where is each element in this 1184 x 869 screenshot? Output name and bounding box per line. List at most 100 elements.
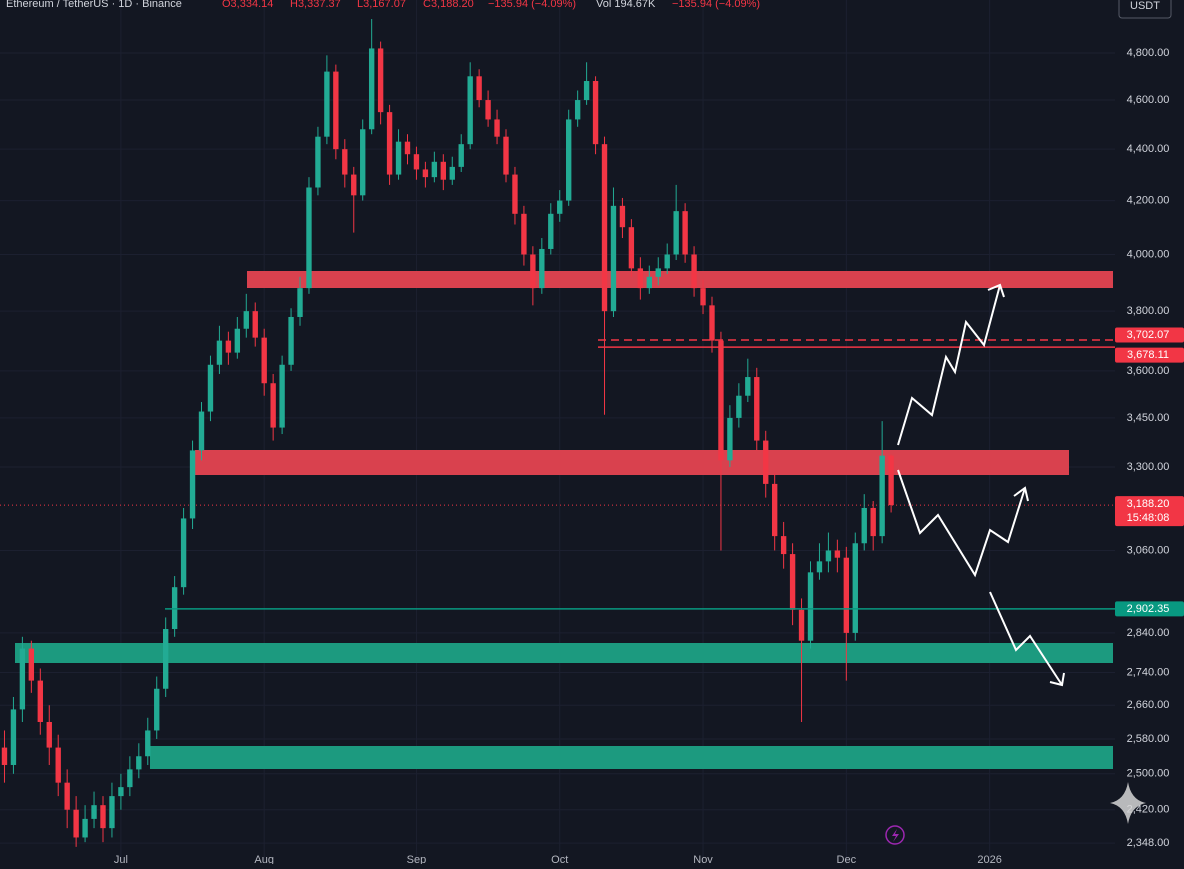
arrow-head [1049, 672, 1065, 687]
candle-body [870, 507, 876, 537]
candle-body [718, 340, 724, 461]
y-tick-label: 3,800.00 [1127, 305, 1170, 317]
candle-body [843, 557, 850, 633]
candle-body [879, 455, 885, 537]
event-icon[interactable] [885, 825, 905, 845]
candle-body [351, 174, 357, 196]
price-label: 3,702.07 [1127, 329, 1170, 341]
candle-body [225, 340, 232, 353]
y-tick-label: 2,840.00 [1127, 627, 1170, 639]
header-high: H3,337.37 [290, 0, 341, 10]
candle-body [315, 136, 321, 188]
x-tick-label: Dec [837, 854, 857, 864]
x-tick-label: Nov [693, 854, 713, 864]
candle-body [118, 787, 124, 797]
candle-body [368, 48, 375, 130]
currency-button[interactable] [1118, 0, 1172, 19]
candle-body [440, 161, 446, 180]
candle-body [789, 554, 796, 610]
event-icon-bolt [892, 829, 899, 842]
candle-body [270, 383, 276, 428]
y-tick-label: 2,660.00 [1127, 699, 1170, 711]
y-tick-label: 3,600.00 [1127, 365, 1170, 377]
y-tick-label: 2,740.00 [1127, 666, 1170, 678]
candle-body [745, 377, 751, 396]
candle-body [780, 536, 787, 555]
candle-body [664, 254, 670, 269]
countdown: 15:48:08 [1127, 512, 1170, 524]
candle-body [216, 340, 223, 365]
candle-body [530, 254, 536, 289]
candle-body [64, 782, 70, 810]
candle-body [861, 507, 867, 544]
support-zone [15, 643, 1113, 663]
candle-body [73, 809, 79, 838]
candle-body [91, 805, 97, 819]
candle-body [252, 311, 258, 338]
candle-body [834, 550, 841, 558]
candle-body [709, 305, 715, 341]
candle-body [288, 316, 294, 365]
price-label-box [1115, 601, 1184, 617]
x-tick-label: Jul [114, 854, 128, 864]
candle-body [127, 769, 133, 788]
candle-body [46, 721, 52, 748]
candle-body [816, 561, 823, 573]
candle-body [754, 377, 760, 441]
candle-body [171, 587, 178, 630]
last-price-label: 3,188.20 [1127, 498, 1170, 510]
candle-body [297, 288, 303, 317]
candle-body [700, 288, 706, 306]
projection-arrows [897, 283, 1065, 687]
legend-header: Ethereum / TetherUS · 1D · Binance O3,334… [6, 0, 760, 10]
candle-body [189, 450, 196, 519]
candle-body [243, 311, 249, 329]
candle-body [360, 129, 366, 196]
header-volume-change: −135.94 (−4.09%) [672, 0, 760, 10]
candle-body [449, 166, 455, 180]
price-label-box [1115, 347, 1184, 363]
price-axis [1115, 0, 1184, 864]
candle-body [825, 550, 832, 562]
arrow-mid [897, 469, 1026, 578]
candle-body [771, 483, 778, 537]
price-label-box [1115, 327, 1184, 343]
candle-body [306, 187, 312, 289]
candle-body [548, 213, 554, 249]
candle-body [503, 136, 509, 175]
candle-body [413, 154, 420, 170]
candle-body [485, 100, 491, 120]
candle-body [82, 818, 88, 838]
arrow-head [1013, 486, 1029, 502]
candle-body [37, 680, 43, 722]
resistance-zone [195, 450, 1069, 475]
candle-body [154, 688, 160, 731]
header-change: −135.94 (−4.09%) [488, 0, 576, 10]
y-tick-label: 3,450.00 [1127, 412, 1170, 424]
header-close: C3,188.20 [423, 0, 474, 10]
y-tick-label: 4,800.00 [1127, 47, 1170, 59]
arrow-head [987, 283, 1005, 298]
candle-body [422, 169, 429, 178]
y-tick-label: 2,500.00 [1127, 768, 1170, 780]
candle-body [136, 756, 142, 770]
y-tick-label: 2,580.00 [1127, 733, 1170, 745]
candle-body [628, 227, 635, 269]
candle-body [521, 213, 527, 255]
candle-body [852, 543, 858, 633]
arrow-down [989, 591, 1063, 686]
header-open: O3,334.14 [222, 0, 273, 10]
candle-body [19, 648, 26, 710]
y-tick-label: 3,300.00 [1127, 461, 1170, 473]
candle-body [655, 268, 661, 277]
candle-body [888, 455, 894, 506]
candle-body [234, 328, 241, 353]
candle-body [458, 144, 464, 167]
candle-body [55, 747, 61, 783]
x-tick-label: Sep [407, 854, 427, 864]
candle-body [557, 200, 563, 214]
y-tick-label: 4,600.00 [1127, 94, 1170, 106]
candle-body [494, 119, 500, 137]
